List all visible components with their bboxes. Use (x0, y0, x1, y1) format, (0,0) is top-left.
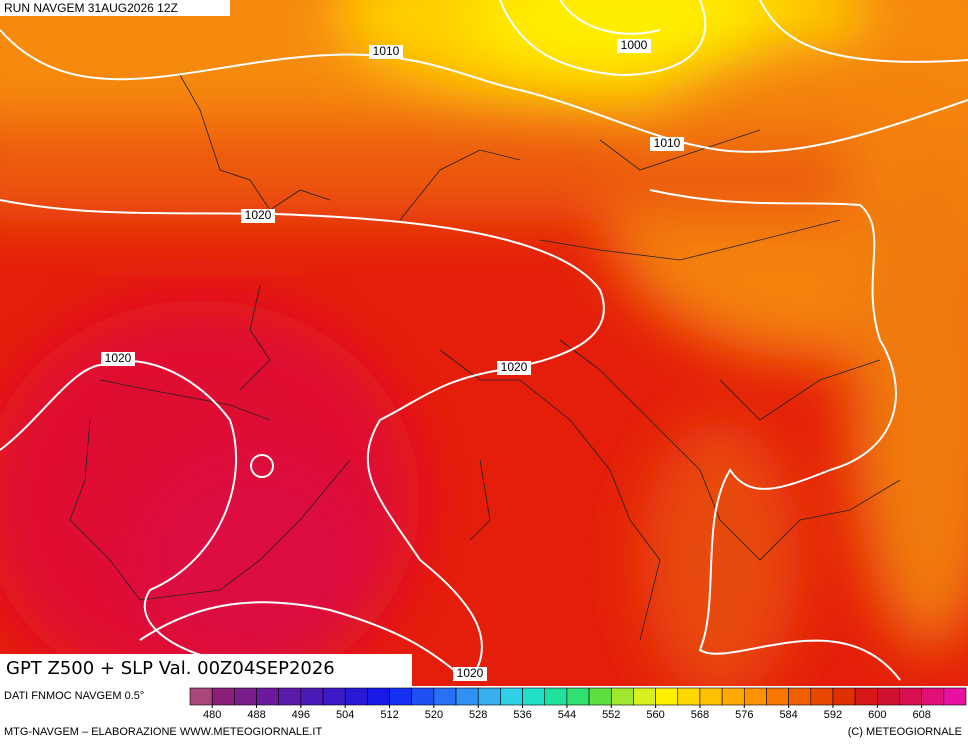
isobar-label-bg (369, 45, 403, 59)
colorbar: 480 488 496 504 512 520 528 536 544 552 560 568 576 5… (189, 687, 967, 721)
colorbar-label: 520 (425, 709, 443, 721)
colorbar-label: 576 (735, 709, 753, 721)
colorbar-label: 608 (912, 709, 930, 721)
colorbar-swatch (633, 687, 656, 706)
isobar-label: 1020 (501, 360, 528, 374)
colorbar-label: 600 (868, 709, 886, 721)
isobar-label-bg (101, 352, 135, 366)
run-label: RUN NAVGEM 31AUG2026 12Z (4, 1, 178, 15)
colorbar-swatch (211, 687, 235, 706)
colorbar-swatch (566, 687, 590, 706)
isobar-label-bg (241, 209, 275, 223)
colorbar-swatch (433, 687, 457, 706)
colorbar-swatch (300, 687, 324, 706)
colorbar-swatch (234, 687, 257, 706)
isobar-label: 1010 (373, 44, 400, 58)
isobar-label: 1020 (105, 351, 132, 365)
isobar-label-bg (617, 39, 651, 53)
colorbar-swatch (256, 687, 279, 706)
colorbar-label: 568 (691, 709, 709, 721)
colorbar-swatch (344, 687, 368, 706)
footer-right: (C) METEOGIORNALE (848, 726, 962, 738)
map-title: GPT Z500 + SLP Val. 00Z04SEP2026 (6, 658, 335, 679)
colorbar-swatch (921, 687, 945, 706)
colorbar-label: 496 (292, 709, 310, 721)
legend-source: DATI FNMOC NAVGEM 0.5° (4, 690, 144, 702)
isobar-labels: 1010 1000 1010 1020 1020 1020 1020 (101, 38, 684, 681)
colorbar-swatch (389, 687, 413, 706)
colorbar-label: 488 (247, 709, 265, 721)
colorbar-swatch (699, 687, 723, 706)
colorbar-swatch (500, 687, 523, 706)
colorbar-swatch (743, 687, 767, 706)
colorbar-swatch (655, 687, 679, 706)
colorbar-swatch (411, 687, 435, 706)
isobar-label: 1020 (245, 208, 272, 222)
footer-left: MTG-NAVGEM – ELABORAZIONE WWW.METEOGIORN… (4, 726, 322, 738)
colorbar-swatch (522, 687, 546, 706)
isobar-label-bg (650, 137, 684, 151)
colorbar-swatch (677, 687, 701, 706)
colorbar-label: 512 (380, 709, 398, 721)
colorbar-swatch (610, 687, 634, 706)
colorbar-swatch (721, 687, 745, 706)
colorbar-label: 560 (646, 709, 664, 721)
isobar-label: 1020 (457, 666, 484, 680)
colorbar-label: 552 (602, 709, 620, 721)
colorbar-label: 584 (779, 709, 797, 721)
isobar-label-bg (497, 361, 531, 375)
colorbar-swatch (278, 687, 302, 706)
colorbar-swatch (877, 687, 900, 706)
colorbar-swatch (832, 687, 856, 706)
colorbar-label: 544 (558, 709, 576, 721)
map: RUN NAVGEM 31AUG2026 12Z 1010 1000 1010 102… (0, 0, 968, 686)
colorbar-label: 528 (469, 709, 487, 721)
isobar-label-bg (453, 667, 487, 681)
colorbar-swatch (766, 687, 789, 706)
colorbar-label: 592 (824, 709, 842, 721)
colorbar-swatch (588, 687, 612, 706)
colorbar-swatch (189, 687, 213, 706)
colorbar-swatch (854, 687, 878, 706)
colorbar-swatch (943, 687, 967, 706)
colorbar-swatch (788, 687, 812, 706)
colorbar-label: 480 (203, 709, 221, 721)
colorbar-swatch (810, 687, 834, 706)
colorbar-swatch (455, 687, 479, 706)
isobar-label: 1000 (621, 38, 648, 52)
colorbar-label: 536 (513, 709, 531, 721)
colorbar-swatch (899, 687, 922, 706)
colorbar-swatch (322, 687, 346, 706)
colorbar-swatch (477, 687, 501, 706)
colorbar-swatch (544, 687, 568, 706)
colorbar-swatch (367, 687, 390, 706)
colorbar-label: 504 (336, 709, 354, 721)
isobar-label: 1010 (654, 136, 681, 150)
